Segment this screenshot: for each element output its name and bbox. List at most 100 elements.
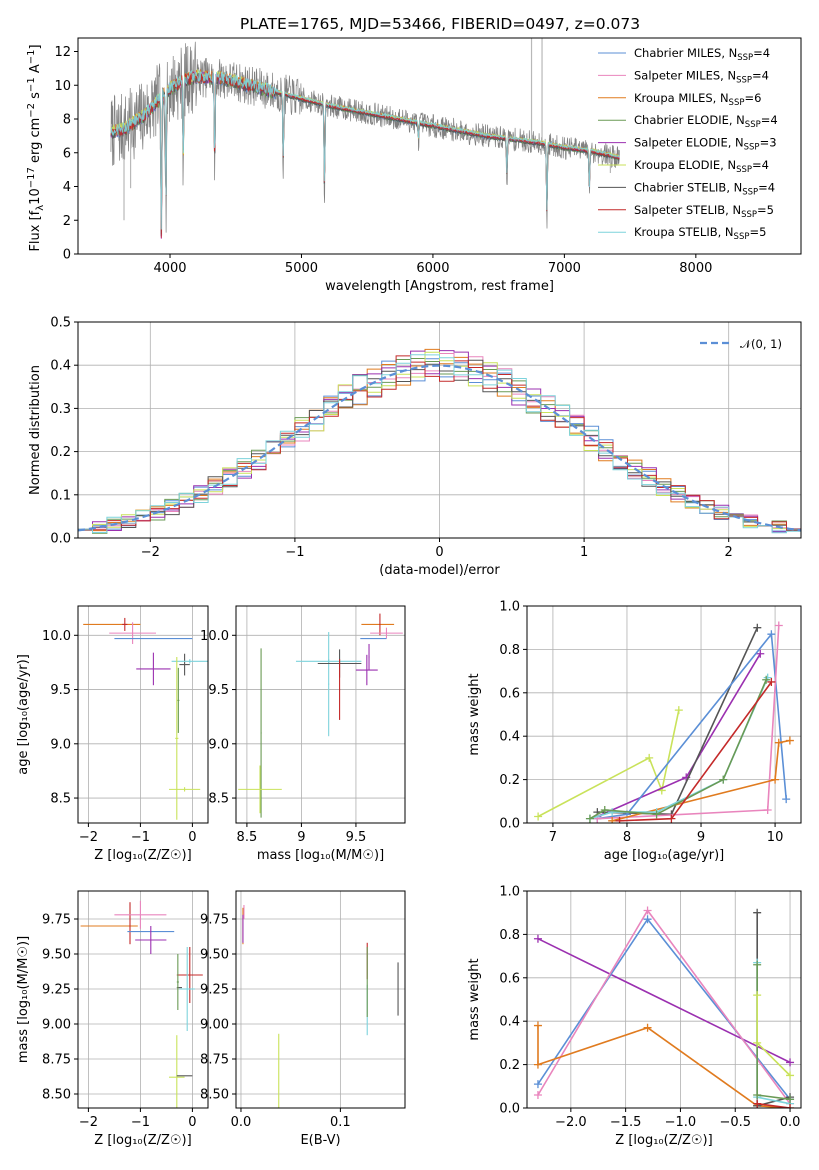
mass_vs_Z-ytick-label: 9.00 (42, 1018, 71, 1033)
mass_weight_vs_Z-xtick-label: −1.0 (665, 1115, 697, 1130)
legend-label: Kroupa ELODIE, N (634, 158, 736, 172)
mass-weight-marker (643, 1023, 652, 1032)
mass_vs_ebv-plot-area (242, 905, 399, 1108)
mass_weight_vs_Z-frame: −2.0 −1.5 −1.0 −0.5 0.0 0.0 0.2 0.4 0.6 0.8 1.0 Z [… (467, 885, 802, 1148)
age_vs_mass-frame: 8.5 9 9.5 8.5 9.0 9.5 10.0 mass [log₁₀(M/M☉)] (200, 605, 406, 863)
residuals-frame: −2 −1 0 1 2 0.0 0.1 0.2 0.3 0.4 0.5 (data-model)/er… (28, 316, 802, 578)
spectrum-ytick-label: 0 (63, 248, 71, 263)
mass_weight_vs_Z-xlabel: Z [log₁₀(Z/Z☉)] (615, 1133, 712, 1148)
mass-weight-marker (753, 623, 762, 632)
legend-sub: SSP (737, 53, 753, 63)
mass-weight-marker (608, 808, 617, 817)
mass-weight-marker (533, 1060, 542, 1069)
age_vs_mass-ytick-label: 8.5 (208, 792, 229, 807)
legend-sub: SSP (734, 232, 750, 242)
legend-entry: Kroupa ELODIE, NSSP=4 (634, 158, 769, 175)
residual-histogram (78, 359, 801, 531)
mass-weight-marker (643, 915, 652, 924)
residuals-xtick-label: −1 (285, 545, 304, 560)
mass-weight-marker (785, 736, 794, 745)
spectrum-ytick-label: 4 (63, 180, 71, 195)
mass_vs_ebv-ytick-label: 9.25 (200, 983, 229, 998)
spectrum-model-line (110, 72, 620, 235)
mass-weight-marker (774, 738, 783, 747)
mass-weight-marker (719, 775, 728, 784)
legend-sub: SSP (736, 165, 752, 175)
mass-weight-marker (615, 816, 624, 823)
mass_vs_ebv-xlabel: E(B-V) (300, 1133, 340, 1148)
age_vs_mass-xtick-label: 9 (297, 830, 305, 845)
mass_weight_vs_Z-xtick-label: −2.0 (555, 1115, 587, 1130)
age_vs_Z-plot-area (83, 617, 208, 820)
mass_vs_Z-xtick-label: −2 (79, 1115, 98, 1130)
spectrum-ytick-label: 2 (63, 214, 71, 229)
mass_weight_vs_Z-ytick-label: 0.6 (499, 971, 520, 986)
mass_vs_ebv-ytick-label: 8.75 (200, 1053, 229, 1068)
mass_weight_vs_age-xtick-label: 10 (767, 830, 784, 845)
spectrum-ylabel: Flux [fλ10−17 erg cm−2 s−1 A−1] (26, 44, 46, 251)
age_vs_Z-frame: −2 −1 0 8.5 9.0 9.5 10.0 Z [log₁₀(Z/Z☉)] age [lo… (16, 605, 209, 863)
residuals-ylabel: Normed distribution (28, 365, 43, 495)
spectrum-ytick-label: 8 (63, 113, 71, 128)
mass_vs_ebv-frame: 0.0 0.1 8.50 8.75 9.00 9.25 9.50 9.75 E(B-V) (200, 890, 406, 1148)
legend-entry: Kroupa MILES, NSSP=6 (634, 91, 761, 108)
legend-label: Kroupa STELIB, N (634, 225, 734, 239)
spectrum-xtick-label: 4000 (153, 261, 186, 276)
legend-nssp: =4 (752, 68, 769, 82)
mass_weight_vs_Z-axes-frame (526, 890, 802, 1109)
spectrum-xtick-label: 8000 (679, 261, 712, 276)
residuals-xtick-label: 0 (435, 545, 443, 560)
age_vs_mass-axes (236, 606, 405, 823)
mass-weight-marker (767, 630, 776, 639)
mass-weight-line (537, 937, 791, 1064)
mass-weight-marker (533, 1021, 542, 1030)
mass_weight_vs_age-ytick-label: 0.2 (499, 773, 520, 788)
spectrum-model-line (110, 69, 620, 230)
legend-sub: SSP (744, 143, 760, 153)
mass_vs_ebv-axes (236, 891, 405, 1108)
legend-sub: SSP (741, 210, 757, 220)
mass-weight-line (612, 739, 791, 822)
mass-weight-marker (762, 675, 771, 684)
mass_vs_ebv-ytick-label: 9.75 (200, 913, 229, 928)
mass-weight-marker (786, 1095, 795, 1104)
legend-nssp: =3 (760, 136, 777, 150)
mass-weight-marker (667, 814, 676, 823)
mass-weight-marker (763, 805, 772, 814)
age_vs_mass-xtick-label: 9.5 (346, 830, 367, 845)
mass_vs_Z-ytick-label: 9.25 (42, 983, 71, 998)
residuals-ytick-label: 0.0 (50, 532, 71, 547)
mass-weight-marker (643, 906, 652, 915)
legend-entry: Kroupa STELIB, NSSP=5 (634, 225, 766, 242)
residuals-xtick-label: 2 (725, 545, 733, 560)
mass_vs_Z-ytick-label: 8.50 (42, 1088, 71, 1103)
mass-weight-marker (533, 1090, 542, 1099)
residuals-ytick-label: 0.3 (50, 402, 71, 417)
mass-weight-marker (753, 908, 762, 917)
mass-weight-marker (608, 816, 617, 823)
legend-sub: SSP (736, 75, 752, 85)
mass_weight_vs_age-frame: 7 8 9 10 0.0 0.2 0.4 0.6 0.8 1.0 age [log₁₀(age/yr… (467, 600, 802, 863)
mass_weight_vs_age-xtick-label: 8 (623, 830, 631, 845)
age_vs_Z-ylabel: age [log₁₀(age/yr)] (16, 654, 31, 775)
spectrum-ytick-label: 6 (63, 146, 71, 161)
mass_weight_vs_Z-ytick-label: 0.2 (499, 1058, 520, 1073)
legend-sub: SSP (742, 187, 758, 197)
age_vs_Z-axes-frame (77, 605, 209, 824)
mass-weight-marker (753, 1090, 762, 1099)
age_vs_Z-ytick-label: 9.0 (50, 737, 71, 752)
age_vs_Z-xtick-label: −1 (131, 830, 150, 845)
legend-label: Chabrier MILES, N (634, 46, 737, 60)
mass_vs_Z-plot-area (80, 900, 203, 1108)
mass_vs_Z-xlabel: Z [log₁₀(Z/Z☉)] (94, 1133, 191, 1148)
mass_weight_vs_age-plot-area (534, 621, 794, 823)
mass_vs_Z-axes-frame (77, 890, 209, 1109)
mass_vs_Z-axes (78, 891, 208, 1108)
age_vs_mass-plot-area (238, 613, 403, 818)
legend-sub: SSP (745, 120, 761, 130)
mass-weight-marker (753, 1099, 762, 1108)
legend-label: Salpeter MILES, N (634, 68, 736, 82)
legend-nssp: =4 (752, 158, 769, 172)
mass_weight_vs_Z-xtick-label: 0.0 (780, 1115, 801, 1130)
